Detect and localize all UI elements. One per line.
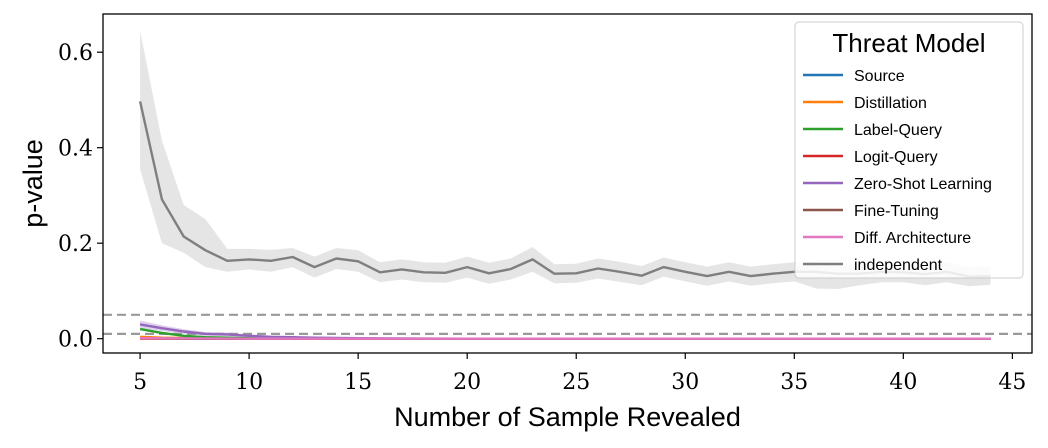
legend-label-fine-tuning: Fine-Tuning [854,203,939,220]
x-axis-label: Number of Sample Revealed [394,402,741,432]
y-axis-label: p-value [18,139,48,228]
legend-box [794,21,1024,279]
axes: 5 10 15 20 25 30 35 40 45 0.0 0.2 0.4 0.6 Number of S… [18,13,1033,432]
legend-label-logit-query: Logit-Query [854,149,938,166]
legend-label-zero-shot-learning: Zero-Shot Learning [854,176,992,193]
legend-label-independent: independent [854,257,943,274]
x-tick-label: 25 [562,370,590,395]
x-tick-label: 35 [780,370,808,395]
x-tick-label: 45 [998,370,1026,395]
y-tick-label: 0.0 [58,328,93,353]
legend-label-distillation: Distillation [854,95,927,112]
reference-lines [103,313,1032,336]
legend-label-label-query: Label-Query [854,122,942,139]
x-tick-label: 5 [133,370,147,395]
x-tick-label: 40 [889,370,917,395]
y-tick-label: 0.4 [58,137,93,162]
y-tick-label: 0.2 [58,232,93,257]
series-line-zero-shot-learning [139,323,991,340]
y-tick-label: 0.6 [58,41,93,66]
x-tick-label: 20 [453,370,481,395]
series-line-diff-architecture [140,337,991,340]
x-tick-label: 30 [671,370,699,395]
x-tick-label: 10 [235,370,263,395]
legend-label-diff-architecture: Diff. Architecture [854,230,971,247]
x-tick-label: 15 [344,370,372,395]
legend-label-source: Source [854,68,905,85]
plot-frame [102,13,1033,354]
legend-title: Threat Model [832,28,985,58]
legend: Threat Model Source Distillation Label-Quer… [794,21,1024,279]
series-lines [138,101,991,340]
